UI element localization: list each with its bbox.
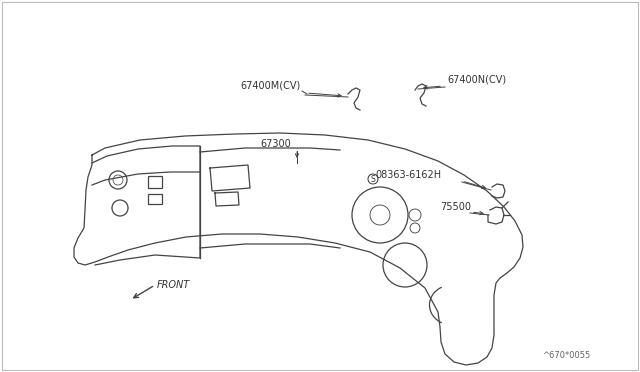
Text: FRONT: FRONT	[157, 280, 190, 290]
Text: 08363-6162H: 08363-6162H	[375, 170, 441, 180]
Text: S: S	[371, 174, 376, 183]
Text: 75500: 75500	[440, 202, 471, 212]
Text: 67400N(CV): 67400N(CV)	[447, 75, 506, 85]
Text: 67400M(CV): 67400M(CV)	[240, 80, 300, 90]
Text: 67300: 67300	[260, 139, 291, 149]
Bar	[148, 194, 162, 204]
Text: ^670*0055: ^670*0055	[541, 351, 590, 360]
Bar	[148, 176, 162, 188]
